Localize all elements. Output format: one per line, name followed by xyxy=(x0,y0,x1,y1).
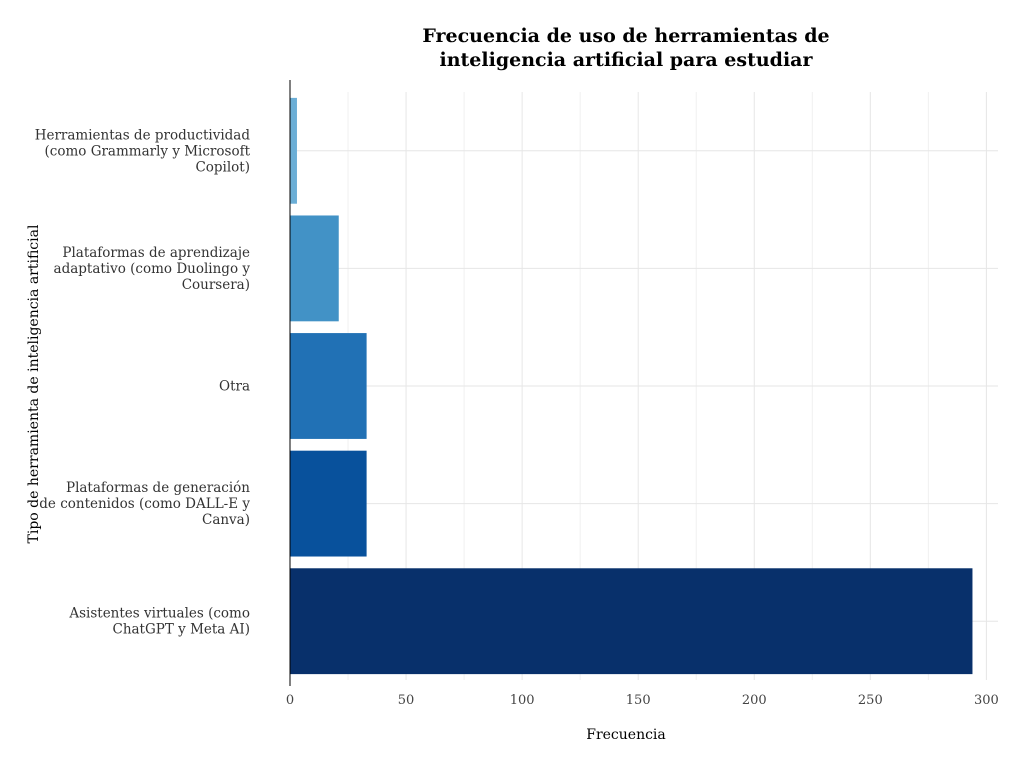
chart-title-line-1: Frecuencia de uso de herramientas de xyxy=(422,25,829,47)
x-tick-label: 100 xyxy=(510,693,535,708)
x-tick-label: 250 xyxy=(858,693,883,708)
category-labels: Asistentes virtuales (como ChatGPT y Meta… xyxy=(35,127,251,637)
x-tick-label: 150 xyxy=(626,693,651,708)
category-label-5: Herramientas de productividad (como Gramm… xyxy=(35,127,251,175)
bar-1 xyxy=(290,568,973,675)
x-tick-label: 200 xyxy=(742,693,767,708)
bar-5 xyxy=(290,97,297,204)
chart-title: Frecuencia de uso de herramientas deinte… xyxy=(422,25,829,71)
x-tick-labels: 0 50 100 150 200 250 300 xyxy=(286,693,999,708)
category-label-1: Asistentes virtuales (como ChatGPT y Meta… xyxy=(68,606,250,638)
category-label-2: Plataformas de generación de contenidos (… xyxy=(39,480,250,528)
bar-4 xyxy=(290,215,339,322)
category-label-3: Otra xyxy=(219,379,250,395)
category-label-4: Plataformas de aprendizaje adaptativo (co… xyxy=(54,245,251,293)
bar-3 xyxy=(290,333,367,439)
x-tick-label: 50 xyxy=(398,693,415,708)
bar-2 xyxy=(290,450,367,557)
y-axis-title: Tipo de herramienta de inteligencia arti… xyxy=(26,224,42,543)
x-axis-title: Frecuencia xyxy=(586,727,666,743)
x-tick-label: 0 xyxy=(286,693,294,708)
chart-title-line-2: inteligencia artificial para estudiar xyxy=(439,49,813,71)
x-tick-label: 300 xyxy=(974,693,999,708)
bars xyxy=(290,97,973,675)
